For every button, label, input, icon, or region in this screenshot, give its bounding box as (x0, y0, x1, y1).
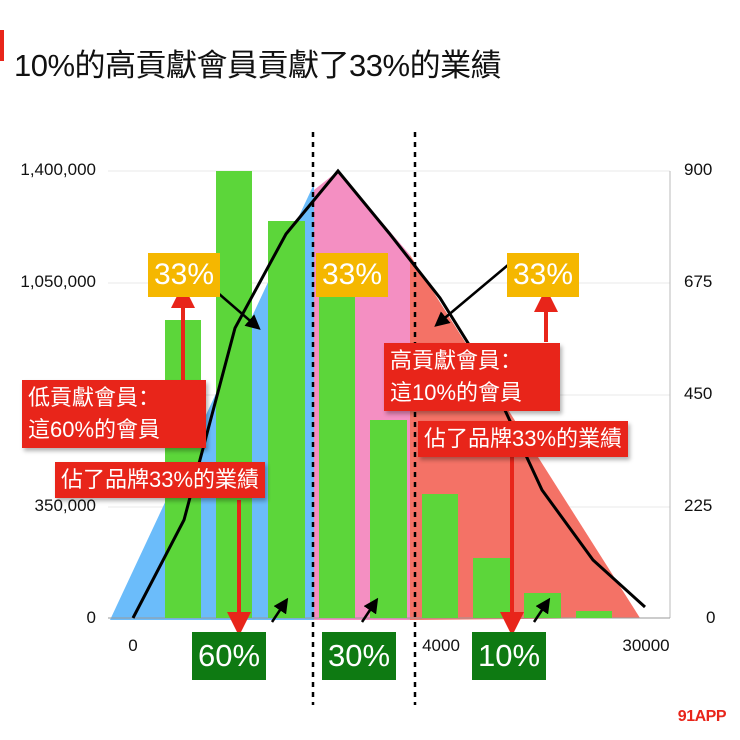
bar (268, 221, 305, 618)
bar (216, 171, 252, 618)
bar (524, 593, 561, 618)
x-axis-tick: 30000 (622, 636, 670, 655)
bar (576, 611, 612, 618)
right-axis-tick: 0 (706, 608, 716, 627)
x-axis-tick: 4000 (422, 636, 460, 655)
low-contribution-callout: 低貢獻會員： 這60%的會員 (22, 380, 206, 448)
left-axis-tick: 350,000 (34, 496, 96, 515)
high-contribution-callout: 高貢獻會員： 這10%的會員 (384, 343, 560, 411)
member-count-line (131, 168, 647, 619)
callout-line: 這10%的會員 (390, 380, 523, 405)
black-arrows (217, 264, 551, 623)
low-contribution-area (110, 184, 314, 620)
bar (370, 420, 407, 618)
low-contribution-callout-line3: 佔了品牌33%的業績 (55, 462, 266, 498)
page-title: 10%的高貢獻會員貢獻了33%的業績 (14, 48, 502, 83)
bar (319, 290, 355, 618)
right-axis-tick: 225 (684, 496, 713, 515)
title-accent-bar (0, 30, 4, 61)
right-axis-tick: 450 (684, 384, 713, 403)
callout-line: 這60%的會員 (28, 417, 161, 442)
brand-logo: 91APP (677, 708, 727, 725)
high-member-share-badge: 10% (472, 632, 547, 680)
high-contribution-callout-line3: 佔了品牌33%的業績 (418, 421, 629, 457)
high-revenue-share-badge: 33% (507, 253, 580, 297)
right-axis-tick: 675 (684, 272, 713, 291)
x-axis-tick: 0 (128, 636, 138, 655)
left-axis-tick: 0 (86, 608, 96, 627)
callout-line: 低貢獻會員： (28, 385, 161, 410)
callout-line: 高貢獻會員： (390, 348, 523, 373)
low-member-share-badge: 60% (192, 632, 267, 680)
left-axis-tick: 1,400,000 (20, 160, 96, 179)
red-arrows (171, 284, 558, 636)
mid-member-share-badge: 30% (322, 632, 397, 680)
bar (422, 494, 458, 618)
bar (473, 558, 510, 618)
mid-revenue-share-badge: 33% (316, 253, 389, 297)
low-revenue-share-badge: 33% (148, 253, 221, 297)
right-axis-tick: 900 (684, 160, 713, 179)
left-axis-tick: 1,050,000 (20, 272, 96, 291)
